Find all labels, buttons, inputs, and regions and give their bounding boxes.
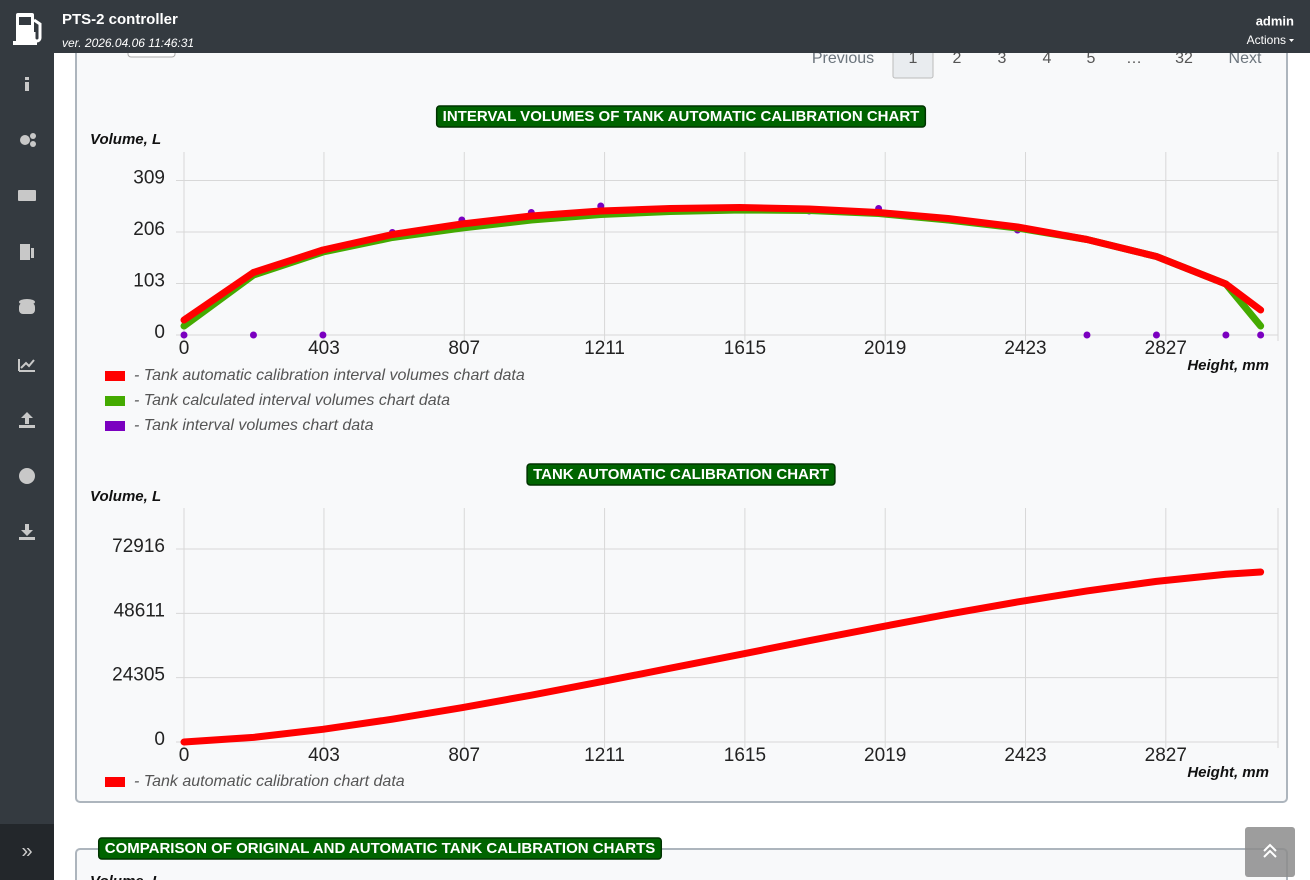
data-point <box>1257 331 1265 339</box>
page-link[interactable]: … <box>1126 50 1142 67</box>
x-axis-label: Height, mm <box>1187 764 1269 781</box>
sidebar-icons <box>18 77 36 540</box>
y-tick-label: 48611 <box>114 600 165 621</box>
page-next[interactable]: Next <box>1229 50 1262 67</box>
x-tick-label: 2019 <box>864 338 906 359</box>
y-tick-label: 0 <box>154 729 165 750</box>
page-link[interactable]: 4 <box>1043 50 1052 67</box>
y-axis-label: Volume, L <box>90 131 161 148</box>
chart-title-box <box>435 105 927 128</box>
actions-menu[interactable]: Actions <box>1247 33 1286 47</box>
chart-title-box <box>97 837 663 860</box>
x-tick-label: 1615 <box>724 745 766 766</box>
legend-swatch <box>105 396 125 406</box>
y-tick-label: 103 <box>133 271 165 292</box>
legend-swatch <box>105 777 125 787</box>
series-line <box>180 568 1265 746</box>
chart-title: TANK AUTOMATIC CALIBRATION CHART <box>533 466 829 483</box>
x-tick-label: 1211 <box>584 745 625 766</box>
app-title: PTS-2 controller <box>62 11 178 28</box>
x-tick-label: 0 <box>179 338 190 359</box>
sidebar-toggle[interactable]: » <box>21 840 32 862</box>
x-tick-label: 1615 <box>724 338 766 359</box>
x-tick-label: 2827 <box>1145 745 1187 766</box>
y-axis-label: Volume, L <box>90 488 161 505</box>
x-tick-label: 2423 <box>1004 338 1046 359</box>
legend-swatch <box>105 371 125 381</box>
y-tick-label: 309 <box>133 168 165 189</box>
content: Previous 1 2 3 4 5 … 32 Next INTERVAL VOLUMES OF … <box>75 0 1288 880</box>
page-link[interactable]: 1 <box>909 50 918 67</box>
x-tick-label: 2423 <box>1004 745 1046 766</box>
x-tick-label: 0 <box>179 745 190 766</box>
data-point <box>319 331 327 339</box>
series-line <box>180 204 1265 324</box>
chart-panel <box>75 0 1288 803</box>
legend-label: - Tank interval volumes chart data <box>134 417 374 434</box>
top-bar <box>0 0 1310 53</box>
legend-label: - Tank automatic calibration chart data <box>134 773 405 790</box>
version: ver. 2026.04.06 11:46:31 <box>62 36 194 50</box>
y-tick-label: 24305 <box>112 665 165 686</box>
page-link[interactable]: 5 <box>1087 50 1096 67</box>
user: admin <box>1256 13 1294 28</box>
y-tick-label: 206 <box>133 219 165 240</box>
x-tick-label: 807 <box>448 338 480 359</box>
data-point <box>1083 331 1091 339</box>
scroll-top-icon <box>1263 843 1277 858</box>
chart-title: COMPARISON OF ORIGINAL AND AUTOMATIC TAN… <box>105 840 656 857</box>
chart-title-box <box>526 463 836 486</box>
legend-label: - Tank calculated interval volumes chart… <box>134 392 450 409</box>
x-tick-label: 403 <box>308 745 340 766</box>
x-axis-label: Height, mm <box>1187 357 1269 374</box>
data-point <box>180 331 188 339</box>
x-tick-label: 2019 <box>864 745 906 766</box>
page-previous[interactable]: Previous <box>812 50 874 67</box>
sidebar-toggle-bg[interactable] <box>0 824 54 880</box>
y-tick-label: 72916 <box>112 536 165 557</box>
x-tick-label: 1211 <box>584 338 625 359</box>
page-link[interactable]: 2 <box>953 50 962 67</box>
data-point <box>1222 331 1230 339</box>
page-link[interactable]: 3 <box>998 50 1007 67</box>
x-tick-label: 403 <box>308 338 340 359</box>
page-link[interactable]: 32 <box>1175 50 1193 67</box>
x-tick-label: 2827 <box>1145 338 1187 359</box>
y-axis-label: Volume, L <box>90 873 161 880</box>
x-tick-label: 807 <box>448 745 480 766</box>
chart-title: INTERVAL VOLUMES OF TANK AUTOMATIC CALIB… <box>443 108 920 125</box>
legend-label: - Tank automatic calibration interval vo… <box>134 367 525 384</box>
caret <box>1289 39 1294 42</box>
logo <box>13 13 42 45</box>
legend-swatch <box>105 421 125 431</box>
sidebar <box>0 53 54 880</box>
data-point <box>1152 331 1160 339</box>
y-tick-label: 0 <box>154 322 165 343</box>
data-point <box>249 331 257 339</box>
